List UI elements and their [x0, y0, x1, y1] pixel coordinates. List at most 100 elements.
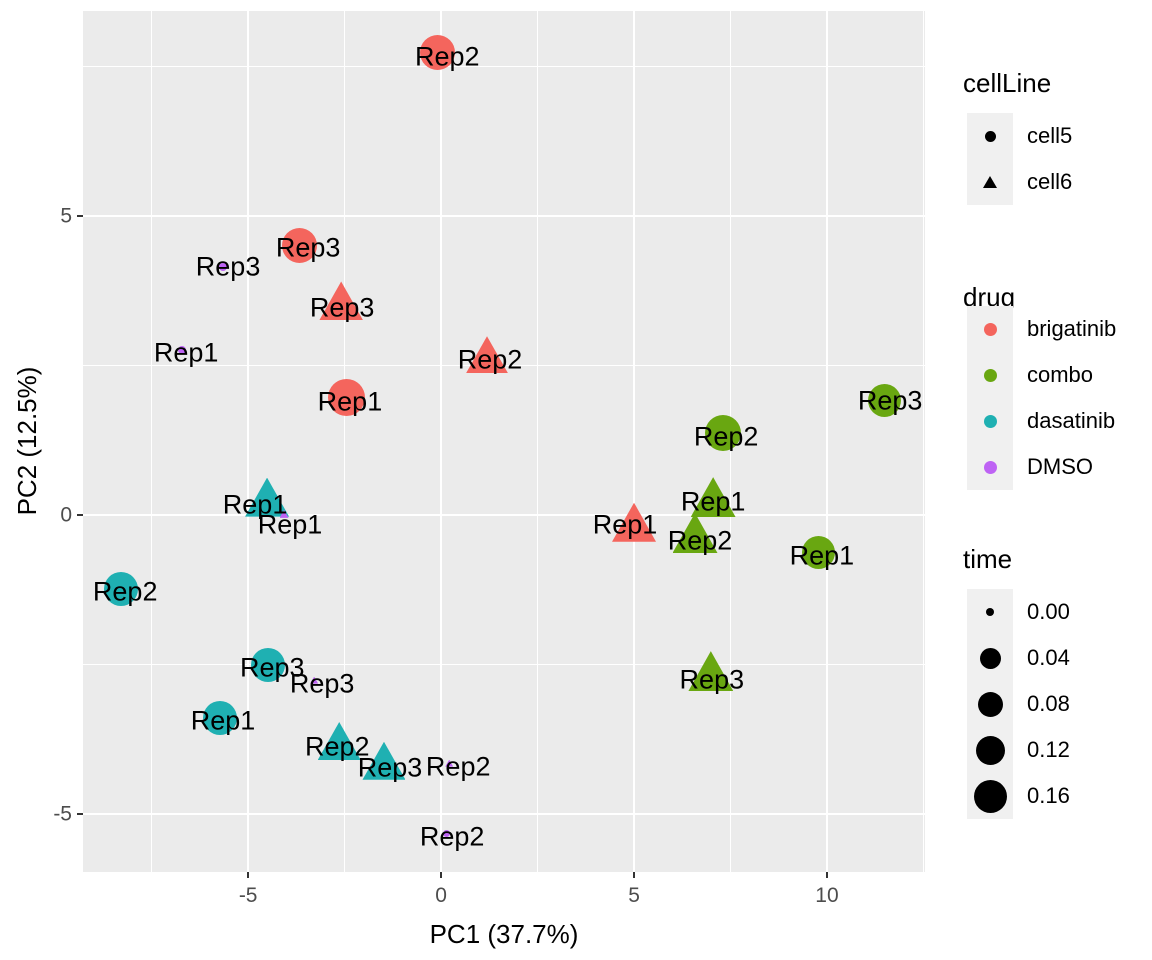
x-major-gridline: [825, 11, 828, 872]
point-label-Rep2: Rep2: [419, 821, 485, 852]
legend-label-0.00: 0.00: [1027, 599, 1070, 624]
x-tick-label: 0: [435, 884, 447, 907]
triangle-icon: [983, 176, 997, 188]
circle-icon: [984, 130, 996, 142]
size-swatch-icon: [973, 779, 1007, 813]
x-tick-mark: [825, 872, 828, 878]
legend-key-0.08: [967, 681, 1013, 727]
point-DMSO-Rep2: [445, 759, 454, 767]
point-label-Rep1: Rep1: [592, 509, 658, 540]
legend-key-0.00: [967, 589, 1013, 635]
point-label-Rep2: Rep2: [414, 41, 480, 72]
point-label-Rep2: Rep2: [92, 576, 158, 607]
x-tick-label: -5: [238, 884, 258, 907]
point-DMSO-Rep1: [279, 509, 289, 518]
drug-swatch-icon: [983, 460, 997, 474]
drug-swatch-icon: [983, 414, 997, 428]
drug-swatch-icon: [983, 322, 997, 336]
legend-label-0.12: 0.12: [1027, 737, 1070, 762]
point-label-Rep1: Rep1: [222, 489, 288, 520]
drug-swatch-icon: [983, 368, 997, 382]
point-combo-Rep2: [705, 415, 742, 452]
point-label-Rep1: Rep1: [257, 509, 323, 540]
legend-key-cell6: [967, 159, 1013, 205]
legend-label-brigatinib: brigatinib: [1027, 316, 1117, 341]
point-brigatinib-Rep3: [281, 228, 317, 264]
legend-label-0.16: 0.16: [1027, 783, 1070, 808]
point-label-Rep1: Rep1: [789, 540, 855, 571]
point-label-Rep2: Rep2: [425, 751, 491, 782]
x-tick-mark: [247, 872, 250, 878]
x-minor-gridline: [344, 11, 346, 872]
legend-key-brigatinib: [967, 306, 1013, 352]
point-label-Rep1: Rep1: [317, 386, 383, 417]
y-minor-gridline: [83, 664, 925, 666]
x-tick-label: 10: [815, 884, 839, 907]
point-label-Rep3: Rep3: [357, 752, 423, 783]
x-minor-gridline: [537, 11, 539, 872]
point-dasatinib-Rep1: [202, 700, 237, 735]
legend-title-drug: drug: [963, 282, 1016, 312]
legend-key-0.04: [967, 635, 1013, 681]
point-label-Rep3: Rep3: [289, 668, 355, 699]
y-axis-title: PC2 (12.5%): [12, 366, 42, 516]
x-minor-gridline: [151, 11, 153, 872]
legend-key-0.16: [967, 773, 1013, 819]
point-label-Rep2: Rep2: [693, 421, 759, 452]
legend-label-DMSO: DMSO: [1027, 454, 1093, 479]
x-major-gridline: [633, 11, 636, 872]
point-label-Rep1: Rep1: [190, 705, 256, 736]
point-label-Rep3: Rep3: [195, 251, 261, 282]
y-major-gridline: [83, 514, 925, 517]
point-DMSO-Rep1: [178, 346, 187, 355]
size-swatch-icon: [986, 608, 994, 616]
legend-label-dasatinib: dasatinib: [1027, 408, 1116, 433]
x-tick-label: 5: [628, 884, 640, 907]
point-label-Rep3: Rep3: [679, 664, 745, 695]
size-swatch-icon: [977, 691, 1003, 717]
x-major-gridline: [440, 11, 443, 872]
y-tick-mark: [77, 514, 83, 517]
x-minor-gridline: [922, 11, 924, 872]
x-tick-mark: [633, 872, 636, 878]
point-DMSO-Rep2: [442, 829, 450, 837]
y-minor-gridline: [83, 365, 925, 367]
legend-label-0.04: 0.04: [1027, 645, 1070, 670]
point-brigatinib-Rep1: [328, 379, 366, 417]
point-dasatinib-Rep2: [104, 572, 139, 607]
y-major-gridline: [83, 215, 925, 218]
legend-key-DMSO: [967, 444, 1013, 490]
plot-panel: Rep2 Rep3 Rep3 Rep1 Rep2 Rep1 Rep3 Rep2 Rep1 Rep2…: [83, 11, 925, 872]
legend-key-dasatinib: [967, 398, 1013, 444]
point-label-Rep2: Rep2: [667, 525, 733, 556]
point-combo-Rep3: [867, 384, 901, 418]
legend-label-cell5: cell5: [1027, 123, 1073, 148]
point-DMSO-Rep3: [310, 676, 319, 684]
x-major-gridline: [247, 11, 250, 872]
legend-title-time: time: [963, 544, 1013, 574]
point-label-Rep3: Rep3: [309, 292, 375, 323]
x-axis-title: PC1 (37.7%): [429, 919, 579, 949]
y-tick-label: 5: [60, 204, 72, 228]
y-tick-mark: [77, 813, 83, 815]
legend-label-cell6: cell6: [1027, 169, 1073, 194]
point-label-Rep3: Rep3: [857, 385, 923, 416]
legend-label-combo: combo: [1027, 362, 1094, 387]
point-dasatinib-Rep3: [251, 648, 286, 683]
legend-key-0.12: [967, 727, 1013, 773]
legend-label-0.08: 0.08: [1027, 691, 1070, 716]
y-tick-label: -5: [53, 802, 72, 826]
point-brigatinib-Rep2: [419, 35, 455, 71]
y-tick-label: 0: [60, 503, 72, 527]
point-label-Rep3: Rep3: [275, 232, 341, 263]
size-swatch-icon: [979, 647, 1001, 669]
point-label-Rep2: Rep2: [304, 731, 370, 762]
y-major-gridline: [83, 813, 925, 815]
y-minor-gridline: [83, 66, 925, 68]
y-tick-mark: [77, 215, 83, 218]
size-swatch-icon: [975, 735, 1005, 765]
legend-key-cell5: [967, 113, 1013, 159]
x-tick-mark: [440, 872, 443, 878]
point-DMSO-Rep3: [219, 262, 228, 271]
